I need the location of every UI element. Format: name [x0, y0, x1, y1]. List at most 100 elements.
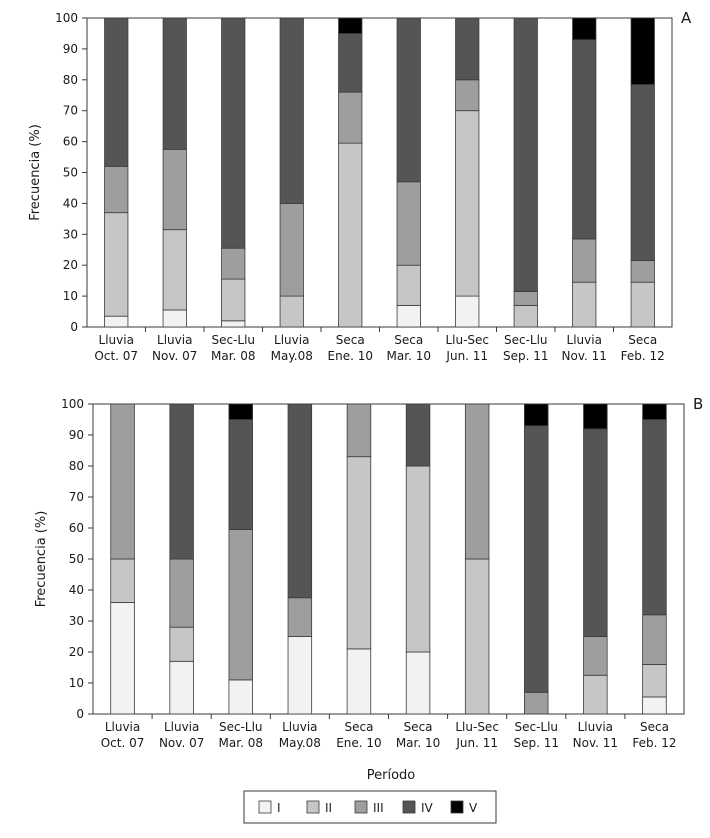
bar-segment-iii — [346, 403, 372, 458]
y-tick-label: 10 — [63, 289, 78, 303]
y-tick-label: 90 — [63, 42, 78, 56]
bar-segment-i — [455, 295, 480, 328]
bar-segment-iii — [642, 614, 667, 665]
bar-segment-ii — [110, 558, 135, 603]
category-label: Sec-Llu — [219, 720, 263, 734]
bar-segment-iv — [513, 17, 538, 292]
category-label: Mar. 10 — [387, 349, 431, 363]
category-label: Nov. 07 — [152, 349, 197, 363]
y-tick-label: 100 — [61, 397, 84, 411]
bar-segment-iv — [338, 33, 363, 93]
y-tick-label: 60 — [63, 135, 78, 149]
y-axis-title: Frecuencia (%) — [28, 124, 43, 221]
category-label: Lluvia — [164, 720, 199, 734]
bar-segment-ii — [162, 229, 187, 311]
bar-segment-i — [104, 315, 129, 328]
y-tick-label: 0 — [76, 707, 84, 721]
bar-segment-iii — [110, 403, 135, 560]
category-label: Lluvia — [567, 333, 602, 347]
category-label: Ene. 10 — [328, 349, 373, 363]
y-tick-label: 20 — [63, 258, 78, 272]
bar-segment-ii — [642, 664, 667, 698]
legend-label: II — [325, 801, 332, 815]
category-label: Sep. 11 — [513, 736, 559, 750]
bar-segment-iii — [513, 291, 538, 306]
bar-segment-iv — [228, 419, 253, 530]
category-label: Lluvia — [99, 333, 134, 347]
category-label: Lluvia — [578, 720, 613, 734]
category-label: Lluvia — [157, 333, 192, 347]
bar-segment-ii — [583, 674, 608, 715]
bar-segment-i — [110, 602, 135, 715]
y-tick-label: 70 — [63, 104, 78, 118]
bar-segment-iii — [162, 148, 187, 231]
y-tick-label: 50 — [63, 166, 78, 180]
legend-label: IV — [421, 801, 434, 815]
bar-segment-iv — [279, 17, 304, 204]
legend-swatch — [450, 800, 464, 814]
y-tick-label: 70 — [69, 490, 84, 504]
category-label: Nov. 11 — [573, 736, 618, 750]
y-axis-title: Frecuencia (%) — [34, 511, 49, 608]
category-label: Seca — [404, 720, 433, 734]
panel-b: 0 10 20 30 40 50 60 70 80 90 100 Frecuencia (%) B Llu… — [34, 395, 703, 750]
bar-segment-i — [228, 679, 253, 715]
bar-segment-v — [583, 403, 608, 430]
y-tick-label: 40 — [63, 196, 78, 210]
bar-segment-iii — [221, 247, 246, 280]
bar-segment-iv — [455, 17, 480, 81]
bar-segment-ii — [405, 465, 431, 653]
bar-segment-iii — [583, 636, 608, 676]
bar-segment-v — [228, 403, 253, 420]
legend-swatch — [354, 800, 368, 814]
bar-segment-iii — [338, 91, 363, 144]
category-label: Nov. 07 — [159, 736, 204, 750]
category-label: May.08 — [271, 349, 313, 363]
category-label: Lluvia — [282, 720, 317, 734]
panel-letter: B — [693, 395, 703, 413]
category-label: Sec-Llu — [514, 720, 558, 734]
category-label: Feb. 12 — [632, 736, 676, 750]
category-label: Ene. 10 — [336, 736, 381, 750]
bar-segment-iv — [169, 403, 194, 560]
bar-segment-v — [630, 17, 655, 85]
bar-segment-i — [169, 660, 194, 715]
bar-segment-v — [524, 403, 549, 427]
y-tick-label: 40 — [69, 583, 84, 597]
bar-segment-iv — [396, 17, 421, 183]
category-label: Sec-Llu — [211, 333, 255, 347]
bar-segment-ii — [221, 278, 246, 322]
bar-segment-i — [346, 648, 372, 715]
bar-segment-i — [287, 636, 313, 715]
category-label: Oct. 07 — [101, 736, 145, 750]
bar-segment-iii — [630, 260, 655, 283]
bar-segment-iii — [455, 79, 480, 112]
category-label: Mar. 08 — [211, 349, 255, 363]
bar-segment-iii — [169, 558, 194, 628]
category-label: Sec-Llu — [504, 333, 548, 347]
category-label: Oct. 07 — [94, 349, 138, 363]
x-axis-title: Período — [367, 768, 416, 783]
y-tick-label: 80 — [63, 73, 78, 87]
bar-segment-iii — [464, 403, 490, 560]
bar-segment-ii — [396, 264, 421, 306]
legend-swatch — [258, 800, 272, 814]
category-label: Mar. 08 — [219, 736, 263, 750]
bar-segment-iii — [287, 597, 313, 637]
y-tick-label: 80 — [69, 459, 84, 473]
category-label: Seca — [640, 720, 669, 734]
bar-segment-iv — [287, 403, 313, 599]
y-tick-label: 50 — [69, 552, 84, 566]
bar-segment-iii — [228, 529, 253, 681]
legend: I II III IV V — [243, 790, 497, 824]
bar-segment-iv — [221, 17, 246, 249]
category-label: Seca — [336, 333, 365, 347]
bar-segment-ii — [455, 110, 480, 297]
bar-segment-iii — [524, 691, 549, 715]
bar-segment-iv — [642, 419, 667, 616]
category-label: Seca — [394, 333, 423, 347]
category-label: Llu-Sec — [455, 720, 499, 734]
bar-segment-iv — [405, 403, 431, 467]
bar-segment-ii — [572, 281, 597, 328]
